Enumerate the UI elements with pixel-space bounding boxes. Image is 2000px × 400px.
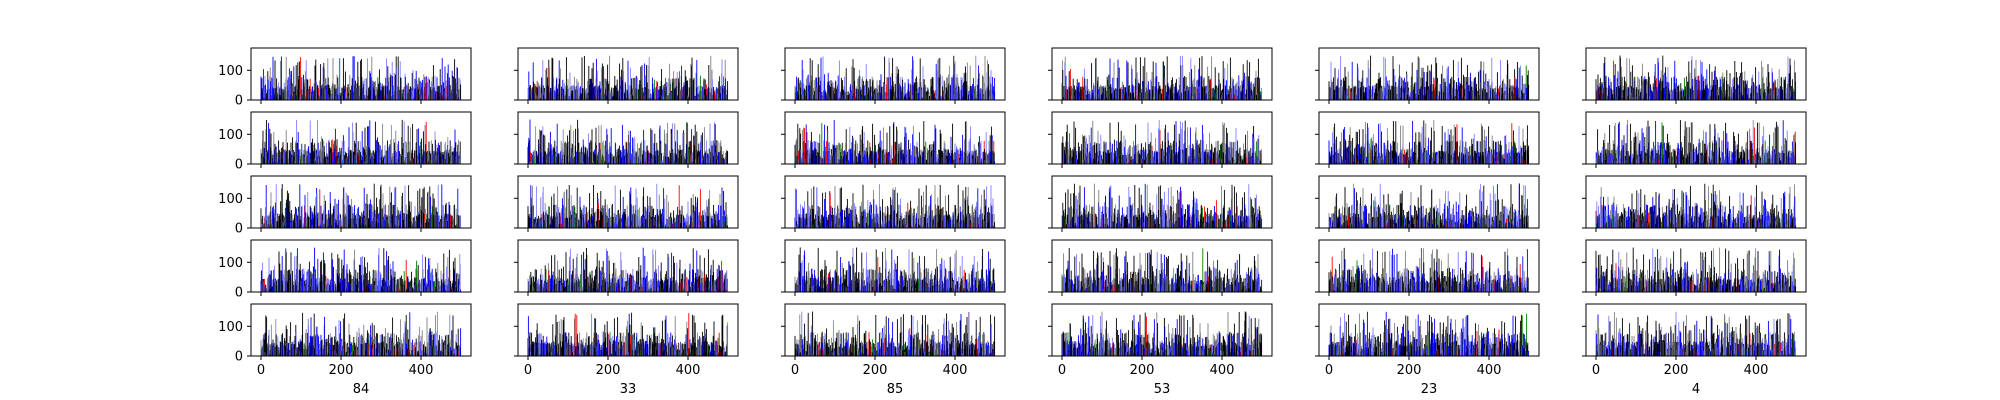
panel-r1-c1: 0 100 (218, 47, 472, 109)
panel-r1-c3 (781, 47, 1006, 104)
bar-group (527, 119, 729, 164)
panel-r1-c5 (1315, 47, 1540, 104)
axes-frame (517, 111, 739, 165)
axes-frame (1051, 47, 1273, 101)
panel-r2-c2 (514, 111, 739, 168)
axes-frame (250, 47, 472, 101)
bar-group (260, 119, 462, 164)
panel-r1-c2 (514, 47, 739, 104)
bar-group (794, 119, 996, 164)
y-tick-label: 0 (235, 94, 243, 109)
panel-r2-c3 (781, 111, 1006, 168)
axes-frame (250, 111, 472, 165)
bar-group (260, 56, 462, 100)
axes-frame (784, 111, 1006, 165)
bar-group (794, 55, 996, 100)
bar-group (1061, 120, 1263, 164)
y-tick-label: 100 (218, 128, 243, 143)
panel-r1-c4 (1048, 47, 1273, 104)
panel-r2-c4 (1048, 111, 1273, 168)
bar-group (1061, 55, 1263, 100)
axes-frame (1318, 47, 1540, 101)
bar-group (1328, 55, 1530, 100)
axes-frame (1585, 47, 1807, 101)
panel-r2-c1: 0 100 (218, 111, 472, 173)
bar-group (527, 55, 729, 100)
axes-frame (517, 47, 739, 101)
y-tick-label: 100 (218, 64, 243, 79)
panel-r1-c6 (1582, 47, 1807, 104)
y-tick-label: 0 (235, 158, 243, 173)
bar-group (1595, 55, 1797, 100)
axes-frame (784, 47, 1006, 101)
